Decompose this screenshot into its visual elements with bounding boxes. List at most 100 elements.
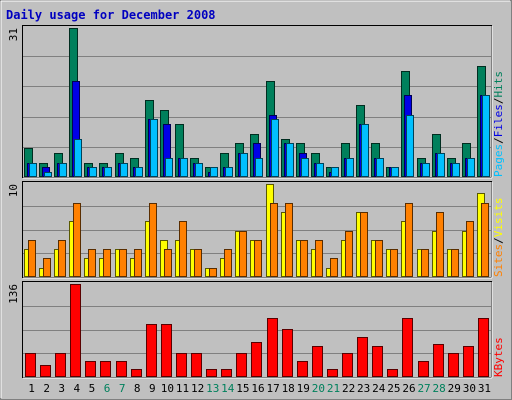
bar-pages-25 xyxy=(391,167,399,177)
legend-separator: / xyxy=(492,237,505,244)
bar-sites-27 xyxy=(421,249,429,277)
bar-pages-12 xyxy=(195,163,203,177)
bar-pages-4 xyxy=(74,139,82,177)
y-max-label-visits-sites: 10 xyxy=(7,184,20,197)
bar-pages-31 xyxy=(482,95,490,177)
bar-sites-11 xyxy=(179,221,187,277)
bar-pages-10 xyxy=(165,158,173,177)
bar-sites-15 xyxy=(239,231,247,277)
bar-kbytes-19 xyxy=(297,361,308,377)
x-tick-label: 31 xyxy=(478,382,491,395)
legend-entry-kbytes: KBytes xyxy=(492,337,505,377)
x-tick-label: 1 xyxy=(28,382,35,395)
bar-sites-10 xyxy=(164,249,172,277)
bar-kbytes-14 xyxy=(221,369,232,377)
bar-pages-8 xyxy=(135,167,143,177)
x-tick-label: 12 xyxy=(191,382,204,395)
bar-kbytes-28 xyxy=(433,344,444,377)
panel-visits-sites: 10 Sites/Visits xyxy=(7,181,505,279)
bar-sites-9 xyxy=(149,203,157,277)
bar-kbytes-22 xyxy=(342,353,353,377)
bar-pages-20 xyxy=(316,163,324,177)
bar-pages-28 xyxy=(437,153,445,177)
legend-entry-files: Files xyxy=(492,104,505,137)
y-max-label-kbytes: 136 xyxy=(7,284,20,304)
bar-pages-14 xyxy=(225,167,233,177)
bar-sites-21 xyxy=(330,258,338,277)
bar-sites-26 xyxy=(405,203,413,277)
bar-pages-3 xyxy=(59,163,67,177)
bar-pages-6 xyxy=(104,167,112,177)
x-tick-label: 15 xyxy=(236,382,249,395)
bar-kbytes-20 xyxy=(312,346,323,377)
bar-pages-21 xyxy=(331,167,339,177)
x-tick-label: 19 xyxy=(297,382,310,395)
bar-kbytes-6 xyxy=(100,361,111,377)
bar-kbytes-5 xyxy=(85,361,96,377)
bar-sites-16 xyxy=(254,240,262,277)
x-tick-label: 6 xyxy=(104,382,111,395)
bar-sites-12 xyxy=(194,249,202,277)
bar-sites-31 xyxy=(481,203,489,277)
x-tick-label: 5 xyxy=(89,382,96,395)
bar-sites-1 xyxy=(28,240,36,277)
x-tick-label: 4 xyxy=(74,382,81,395)
bar-kbytes-16 xyxy=(251,342,262,377)
bar-kbytes-10 xyxy=(161,324,172,377)
bar-pages-27 xyxy=(422,163,430,177)
bar-pages-1 xyxy=(29,163,37,177)
x-tick-label: 22 xyxy=(342,382,355,395)
bar-sites-4 xyxy=(73,203,81,277)
bar-sites-5 xyxy=(88,249,96,277)
bar-sites-28 xyxy=(436,212,444,277)
legend-separator: / xyxy=(492,137,505,144)
bar-pages-24 xyxy=(376,158,384,177)
bar-sites-2 xyxy=(43,258,51,277)
x-tick-label: 7 xyxy=(119,382,126,395)
panel-kbytes: 136 KBytes xyxy=(7,281,505,379)
bar-kbytes-24 xyxy=(372,346,383,377)
x-tick-label: 25 xyxy=(387,382,400,395)
bar-kbytes-31 xyxy=(478,318,489,377)
bar-pages-26 xyxy=(406,115,414,177)
x-tick-label: 16 xyxy=(251,382,264,395)
bar-sites-19 xyxy=(300,240,308,277)
bar-sites-14 xyxy=(224,249,232,277)
x-tick-label: 14 xyxy=(221,382,235,395)
x-tick-label: 30 xyxy=(463,382,476,395)
bar-kbytes-12 xyxy=(191,353,202,377)
bar-kbytes-2 xyxy=(40,365,51,377)
bar-pages-29 xyxy=(452,163,460,177)
x-tick-label: 8 xyxy=(134,382,141,395)
bar-pages-5 xyxy=(89,167,97,177)
x-tick-label: 21 xyxy=(327,382,340,395)
bar-sites-22 xyxy=(345,231,353,277)
x-tick-label: 18 xyxy=(282,382,295,395)
bar-pages-15 xyxy=(240,153,248,177)
legend-visits-sites: Sites/Visits xyxy=(492,198,505,278)
bar-pages-18 xyxy=(286,143,294,177)
bar-kbytes-3 xyxy=(55,353,66,377)
bar-pages-9 xyxy=(150,119,158,177)
bar-sites-24 xyxy=(375,240,383,277)
bar-kbytes-25 xyxy=(387,369,398,377)
bar-sites-25 xyxy=(390,249,398,277)
bar-kbytes-1 xyxy=(25,353,36,377)
x-tick-label: 13 xyxy=(206,382,219,395)
bar-pages-19 xyxy=(301,158,309,177)
legend-entry-visits: Visits xyxy=(492,198,505,238)
x-tick-label: 10 xyxy=(161,382,174,395)
bar-sites-8 xyxy=(134,249,142,277)
bar-kbytes-18 xyxy=(282,329,293,377)
bar-kbytes-15 xyxy=(236,353,247,377)
bar-kbytes-7 xyxy=(116,361,127,377)
bar-sites-29 xyxy=(451,249,459,277)
bar-kbytes-26 xyxy=(402,318,413,377)
bar-kbytes-13 xyxy=(206,369,217,377)
bar-pages-13 xyxy=(210,167,218,177)
legend-entry-pages: Pages xyxy=(492,144,505,177)
